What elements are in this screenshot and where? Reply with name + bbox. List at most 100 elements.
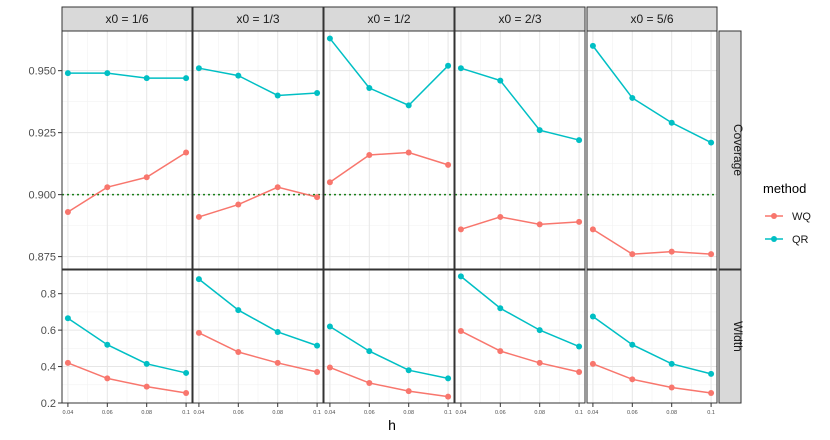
point-qr-width-x0-5-6-3	[708, 370, 715, 377]
x-tick-label: 0.06	[627, 410, 638, 416]
x-tick-label: 0.06	[102, 410, 113, 416]
point-wq-coverage-x0-1-6-1	[104, 184, 111, 191]
x-tick-label: 0.06	[233, 410, 244, 416]
series-wq-width-x0-1-3	[195, 329, 321, 376]
panel-coverage-x0-1-3	[193, 31, 323, 269]
panel-width-x0-2-3	[455, 270, 585, 404]
series-line-qr-coverage-x0-1-3	[198, 67, 318, 97]
series-line-qr-coverage-x0-1-6	[67, 72, 187, 79]
series-line-qr-width-x0-5-6	[592, 315, 712, 375]
point-wq-coverage-x0-5-6-0	[589, 226, 596, 233]
x-tick-label: 0.06	[364, 410, 375, 416]
point-wq-width-x0-1-3-3	[314, 369, 321, 376]
panel-border	[61, 269, 193, 404]
series-line-qr-width-x0-1-2	[329, 325, 449, 380]
panel-border	[586, 30, 718, 270]
point-wq-width-x0-1-3-0	[195, 329, 202, 336]
strip-label-x0-1-6: x0 = 1/6	[105, 12, 148, 26]
point-qr-coverage-x0-1-6-0	[64, 70, 71, 77]
series-wq-width-x0-1-2	[326, 364, 452, 400]
point-wq-width-x0-5-6-2	[668, 384, 675, 391]
column-strips: x0 = 1/6 x0 = 1/3 x0 = 1/2 x0 = 2/3 x0 = 5/6	[61, 6, 718, 32]
x-tick-label: 0.1	[313, 410, 321, 416]
series-line-qr-width-x0-1-3	[198, 278, 318, 347]
x-tick-label: 0.04	[325, 410, 336, 416]
point-wq-width-x0-2-3-1	[497, 348, 504, 355]
point-qr-width-x0-1-6-0	[64, 315, 71, 322]
point-wq-coverage-x0-2-3-1	[497, 213, 504, 220]
x-tick-label: 0.1	[707, 410, 715, 416]
legend-key-point-wq	[771, 213, 777, 219]
row-strip-coverage	[718, 30, 742, 270]
x-tick-label: 0.04	[588, 410, 599, 416]
panel-width-x0-1-6	[62, 270, 192, 404]
row-strips: Coverage Width	[718, 30, 745, 404]
point-qr-coverage-x0-5-6-3	[708, 139, 715, 146]
point-qr-coverage-x0-2-3-0	[457, 65, 464, 72]
series-wq-coverage-x0-1-6	[64, 149, 190, 215]
point-wq-width-x0-1-6-3	[183, 389, 190, 396]
point-qr-coverage-x0-1-2-1	[366, 85, 373, 92]
y-tick-label-width: 0.8	[41, 289, 56, 301]
panel-border	[323, 30, 455, 270]
point-qr-coverage-x0-2-3-2	[536, 127, 543, 134]
x-tick-label: 0.1	[182, 410, 190, 416]
point-wq-width-x0-1-2-3	[445, 393, 452, 400]
y-tick-label-coverage: 0.925	[28, 128, 56, 140]
series-line-wq-coverage-x0-5-6	[592, 228, 712, 255]
strip-x0-2-3	[454, 6, 586, 32]
series-line-wq-width-x0-2-3	[460, 330, 580, 373]
strip-label-x0-2-3: x0 = 2/3	[498, 12, 541, 26]
panel-border	[192, 30, 324, 270]
x-tick-label: 0.08	[666, 410, 677, 416]
point-qr-width-x0-1-2-1	[366, 348, 373, 355]
series-wq-coverage-x0-1-3	[195, 184, 321, 220]
point-qr-coverage-x0-5-6-2	[668, 119, 675, 126]
x-axes: 0.04 0.06 0.08 0.1 0.04 0.06 0.08 0.1 0.04 0.06 0.…	[63, 403, 715, 416]
series-line-wq-width-x0-5-6	[592, 363, 712, 394]
point-wq-width-x0-1-2-2	[405, 388, 412, 395]
y-tick-label-width: 0.2	[41, 398, 56, 410]
point-wq-width-x0-1-2-1	[366, 379, 373, 386]
point-wq-width-x0-1-6-0	[64, 359, 71, 366]
series-line-qr-coverage-x0-2-3	[460, 67, 580, 141]
point-wq-width-x0-5-6-0	[589, 360, 596, 367]
y-tick-label-width: 0.4	[41, 362, 56, 374]
x-tick-label: 0.08	[141, 410, 152, 416]
point-wq-coverage-x0-5-6-1	[629, 251, 636, 258]
legend-key-point-qr	[771, 236, 777, 242]
series-wq-width-x0-5-6	[589, 360, 715, 396]
point-qr-width-x0-1-2-0	[326, 323, 333, 330]
point-wq-coverage-x0-5-6-2	[668, 248, 675, 255]
series-line-qr-width-x0-1-6	[67, 317, 187, 374]
series-wq-width-x0-2-3	[457, 328, 583, 376]
point-wq-width-x0-5-6-1	[629, 376, 636, 383]
row-strip-label-width: Width	[731, 321, 745, 352]
point-wq-coverage-x0-2-3-0	[457, 226, 464, 233]
legend-label-qr: QR	[792, 234, 809, 246]
point-qr-width-x0-1-3-1	[235, 307, 242, 314]
row-strip-width	[718, 269, 742, 404]
strip-label-x0-1-2: x0 = 1/2	[367, 12, 410, 26]
point-wq-width-x0-1-6-1	[104, 375, 111, 382]
series-wq-width-x0-1-6	[64, 359, 190, 396]
series-wq-coverage-x0-2-3	[457, 213, 583, 233]
panel-border	[323, 269, 455, 404]
series-qr-coverage-x0-5-6	[589, 42, 715, 146]
series-qr-width-x0-1-3	[195, 276, 321, 349]
panel-coverage-x0-1-2	[324, 31, 454, 269]
point-qr-width-x0-2-3-1	[497, 305, 504, 312]
series-qr-width-x0-1-2	[326, 323, 452, 382]
strip-label-x0-1-3: x0 = 1/3	[236, 12, 279, 26]
point-qr-width-x0-5-6-0	[589, 313, 596, 320]
point-qr-coverage-x0-2-3-1	[497, 77, 504, 84]
point-wq-width-x0-1-6-2	[143, 383, 150, 390]
point-wq-coverage-x0-1-6-3	[183, 149, 190, 156]
x-tick-label: 0.08	[403, 410, 414, 416]
point-wq-width-x0-1-3-1	[235, 348, 242, 355]
point-qr-coverage-x0-1-3-3	[314, 89, 321, 96]
panel-width-x0-1-2	[324, 270, 454, 404]
panel-border	[192, 269, 324, 404]
point-wq-coverage-x0-1-2-1	[366, 151, 373, 158]
series-line-wq-width-x0-1-3	[198, 332, 318, 373]
